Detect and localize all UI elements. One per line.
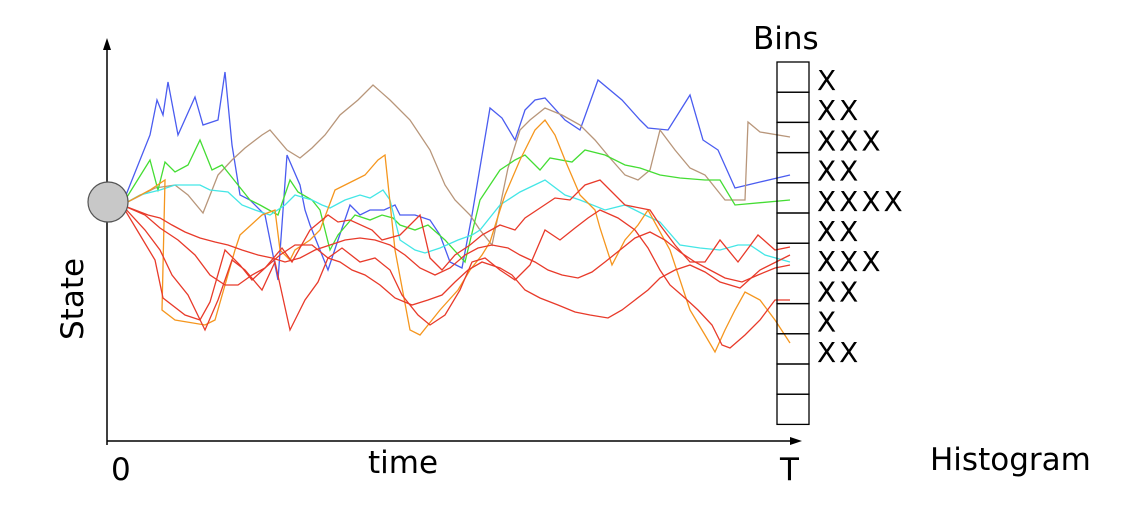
bin-mark-tally: XX — [817, 94, 861, 127]
path-tan — [121, 84, 791, 247]
histogram-bin — [776, 121, 810, 154]
histogram-bin — [776, 151, 810, 184]
histogram-bin — [776, 212, 810, 244]
histogram-bins — [776, 61, 810, 426]
sample-paths — [121, 71, 791, 354]
bins-title: Bins — [753, 21, 819, 57]
histogram-bin — [776, 61, 810, 93]
bin-mark-tally: XX — [817, 215, 861, 248]
histogram-bin — [776, 393, 810, 426]
x-axis-arrowhead — [790, 437, 802, 445]
path-red-2 — [121, 204, 790, 349]
bin-mark-tally: XXXX — [817, 185, 906, 218]
path-green — [121, 138, 791, 264]
path-cyan — [121, 179, 791, 263]
y-axis-arrowhead — [103, 38, 111, 50]
origin-label: 0 — [111, 452, 131, 488]
bin-mark-tally: XX — [817, 275, 861, 308]
path-red-3 — [121, 204, 791, 319]
path-red-1 — [121, 179, 791, 321]
bin-mark-tally: XXX — [817, 124, 884, 157]
histogram-bin — [776, 272, 810, 305]
histogram-bin — [776, 333, 810, 365]
bin-mark-tally: X — [817, 64, 839, 97]
bin-mark-tally: X — [817, 306, 839, 339]
path-orange — [121, 118, 791, 354]
end-time-label: T — [779, 452, 800, 488]
bin-mark-tally: XXX — [817, 245, 884, 278]
histogram-bin — [776, 242, 810, 275]
histogram-bin — [776, 302, 810, 335]
path-red-4 — [121, 204, 791, 283]
histogram-bin — [776, 91, 810, 124]
y-axis-label: State — [55, 258, 91, 340]
histogram-bin — [776, 363, 810, 395]
start-point-circle — [87, 181, 129, 223]
bin-mark-tally: XX — [817, 336, 861, 369]
bin-mark-tally: XX — [817, 155, 861, 188]
histogram-label: Histogram — [930, 442, 1091, 478]
path-blue — [121, 71, 791, 281]
histogram-bin — [776, 182, 810, 214]
x-axis-label: time — [368, 445, 438, 481]
